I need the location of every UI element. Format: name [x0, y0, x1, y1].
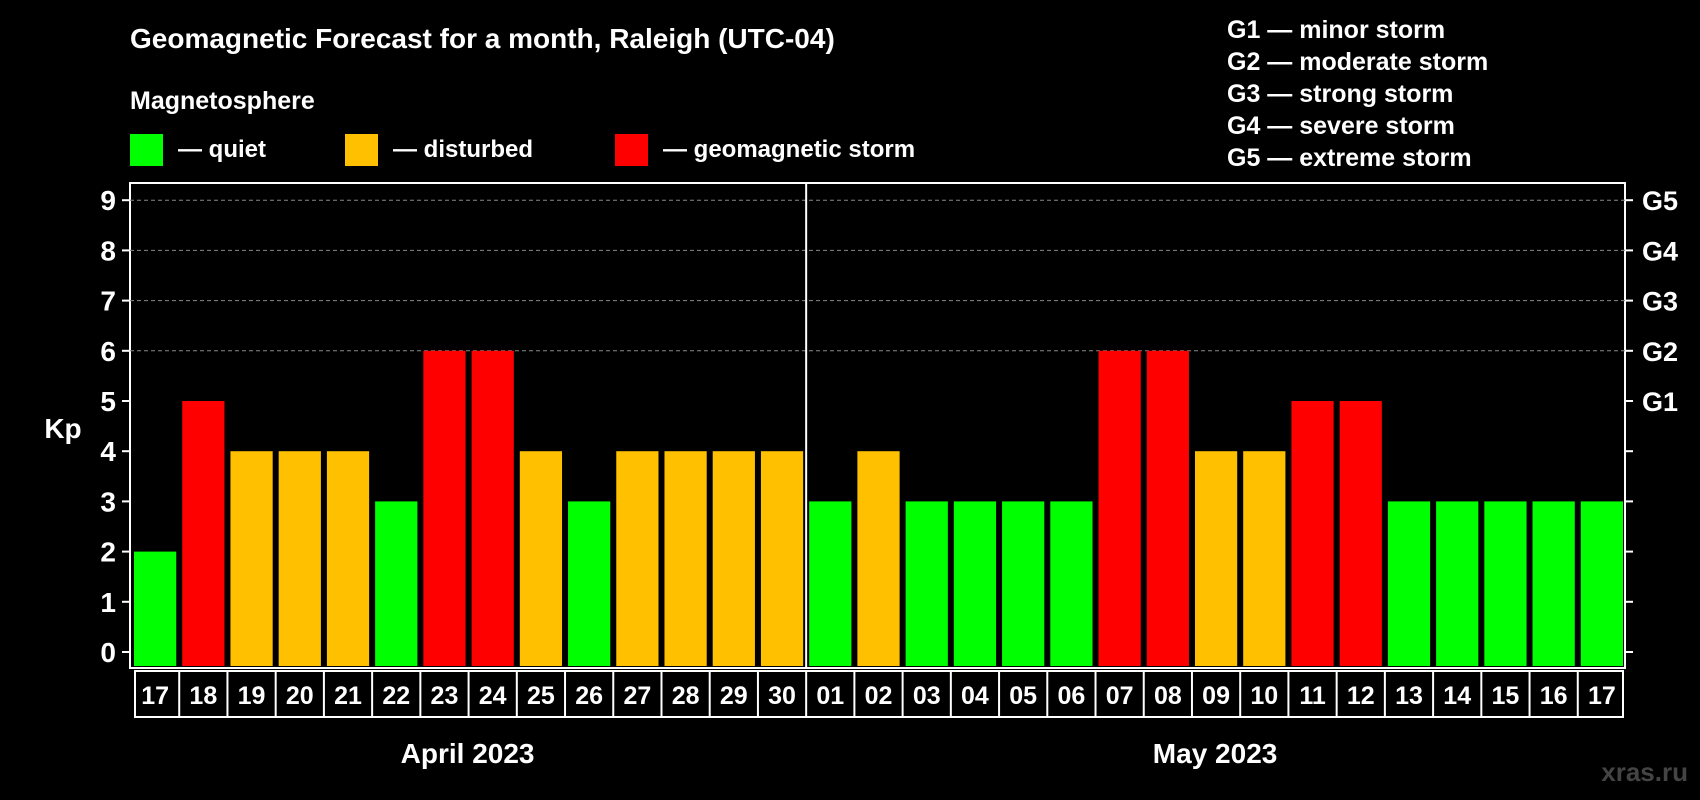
bar [1002, 501, 1045, 666]
right-axis-label: G5 [1642, 186, 1678, 216]
bar [664, 451, 707, 666]
bar [1484, 501, 1527, 666]
bar [134, 551, 177, 666]
x-tick-label: 15 [1492, 682, 1520, 710]
storm-scale-g4: G4 — severe storm [1227, 112, 1455, 140]
x-tick-label: 24 [479, 682, 507, 710]
bar [423, 350, 466, 666]
x-tick-label: 12 [1347, 682, 1375, 710]
x-tick-label: 20 [286, 682, 314, 710]
y-tick-label: 5 [100, 386, 116, 417]
y-tick-label: 7 [100, 286, 116, 317]
bar [1050, 501, 1093, 666]
bar [568, 501, 611, 666]
bar [1243, 451, 1286, 666]
x-tick-label: 19 [238, 682, 266, 710]
watermark: xras.ru [1601, 757, 1688, 787]
y-tick-label: 1 [100, 587, 116, 618]
bar [1387, 501, 1431, 666]
right-axis-label: G2 [1642, 337, 1678, 367]
bar [278, 451, 321, 666]
x-tick-label: 08 [1154, 682, 1182, 710]
bar [471, 350, 514, 666]
right-axis-label: G4 [1642, 236, 1678, 266]
month-label-april: April 2023 [401, 738, 535, 769]
y-tick-label: 2 [100, 537, 116, 568]
bar [1194, 451, 1238, 666]
legend-heading: Magnetosphere [130, 87, 315, 115]
x-tick-label: 16 [1540, 682, 1568, 710]
y-tick-label: 8 [100, 235, 116, 266]
y-tick-label: 9 [100, 185, 116, 216]
x-tick-label: 17 [141, 682, 169, 710]
y-tick-label: 3 [100, 486, 116, 517]
bar [616, 451, 659, 666]
storm-scale-g1: G1 — minor storm [1227, 16, 1445, 44]
bar [1436, 501, 1479, 666]
x-tick-label: 11 [1299, 682, 1326, 710]
bar [1580, 501, 1623, 666]
bar [953, 501, 997, 666]
month-label-may: May 2023 [1153, 738, 1278, 769]
bar [182, 401, 225, 666]
x-tick-label: 27 [623, 682, 651, 710]
bar [519, 451, 563, 666]
y-tick-label: 4 [100, 436, 116, 467]
x-tick-label: 23 [431, 682, 459, 710]
x-tick-label: 06 [1057, 682, 1085, 710]
bar [230, 451, 273, 666]
bar [326, 451, 370, 666]
storm-scale-g3: G3 — strong storm [1227, 80, 1453, 108]
y-tick-label: 0 [100, 637, 116, 668]
legend-label-quiet: — quiet [178, 136, 266, 163]
right-axis-label: G1 [1642, 387, 1678, 417]
x-tick-label: 09 [1202, 682, 1230, 710]
x-tick-label: 03 [913, 682, 941, 710]
x-tick-label: 18 [189, 682, 217, 710]
x-tick-label: 17 [1588, 682, 1616, 710]
bar [1339, 401, 1382, 666]
bar [857, 451, 900, 666]
plot-frame [129, 182, 1626, 669]
bar [1291, 401, 1334, 666]
x-tick-label: 05 [1009, 682, 1037, 710]
bar [1146, 350, 1189, 666]
x-tick-label: 02 [865, 682, 893, 710]
bar [905, 501, 948, 666]
x-tick-label: 25 [527, 682, 555, 710]
storm-scale-g2: G2 — moderate storm [1227, 48, 1488, 76]
storm-scale-g5: G5 — extreme storm [1227, 144, 1472, 172]
right-axis-label: G3 [1642, 287, 1678, 317]
legend-swatch-quiet [130, 134, 163, 166]
bar [1532, 501, 1575, 666]
x-tick-label: 14 [1443, 682, 1471, 710]
bar [760, 451, 804, 666]
legend-label-storm: — geomagnetic storm [663, 136, 915, 163]
x-tick-label: 07 [1106, 682, 1134, 710]
legend-swatch-disturbed [345, 134, 378, 166]
x-tick-label: 26 [575, 682, 603, 710]
x-tick-label: 10 [1250, 682, 1278, 710]
chart-title: Geomagnetic Forecast for a month, Raleig… [130, 23, 835, 54]
bar [712, 451, 755, 666]
legend-swatch-storm [615, 134, 648, 166]
bar [375, 501, 418, 666]
y-tick-label: 6 [100, 336, 116, 367]
legend-label-disturbed: — disturbed [393, 136, 533, 163]
x-tick-label: 13 [1395, 682, 1423, 710]
x-tick-label: 30 [768, 682, 796, 710]
x-tick-label: 01 [816, 682, 844, 710]
date-row [134, 670, 1624, 718]
y-axis-label: Kp [44, 413, 81, 444]
bar [809, 501, 852, 666]
x-tick-label: 28 [672, 682, 700, 710]
x-tick-label: 04 [961, 682, 989, 710]
x-tick-label: 29 [720, 682, 748, 710]
x-tick-label: 22 [382, 682, 410, 710]
bar [1098, 350, 1141, 666]
x-tick-label: 21 [334, 682, 362, 710]
